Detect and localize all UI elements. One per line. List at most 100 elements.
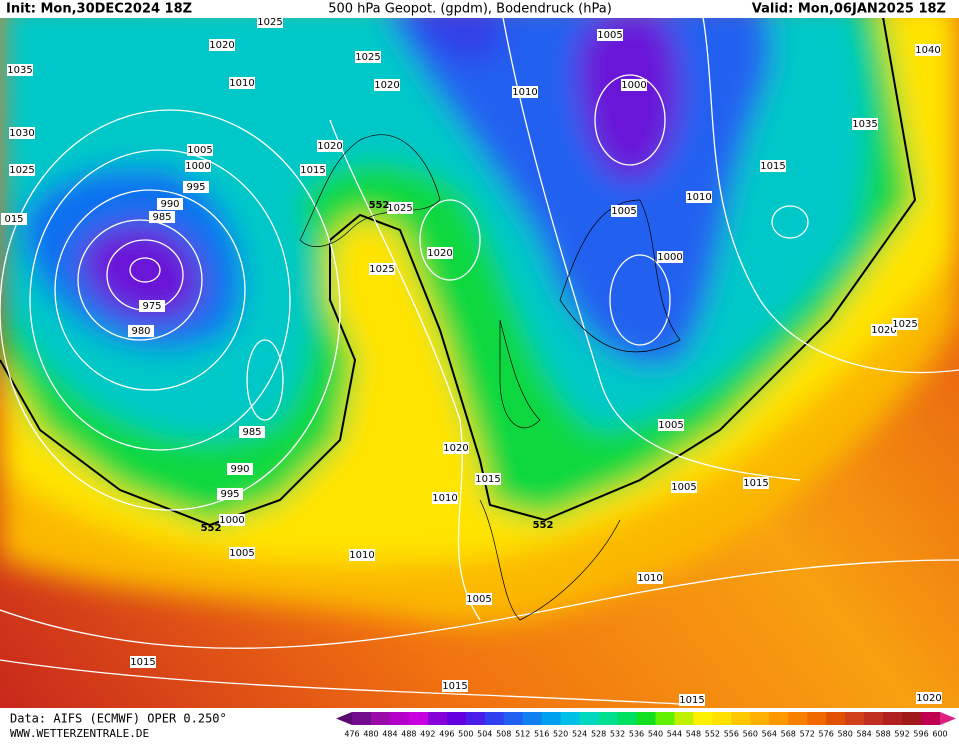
scale-label: 484 [382, 730, 397, 739]
isobar-label: 1020 [443, 443, 468, 454]
label-box [349, 549, 375, 561]
label-box [671, 481, 697, 493]
scale-cell [845, 712, 865, 725]
valid-time: Valid: Mon,06JAN2025 18Z [752, 2, 946, 17]
label-box [658, 419, 684, 431]
scale-label: 512 [515, 730, 530, 739]
isobar-label: 1020 [209, 40, 234, 51]
scale-cell [541, 712, 562, 725]
map-title: 500 hPa Geopot. (gpdm), Bodendruck (hPa) [328, 2, 612, 17]
isobar-label: 1035 [7, 65, 32, 76]
scale-cell [712, 712, 732, 725]
label-box [679, 694, 705, 706]
isobar-label: 1015 [442, 681, 467, 692]
scale-cell [446, 712, 467, 725]
scale-cell [693, 712, 713, 725]
scale-cell [921, 712, 941, 725]
scale-cell [617, 712, 638, 725]
isobar-label: 1010 [637, 573, 662, 584]
scale-cell [352, 712, 372, 725]
isobar-label: 1015 [130, 657, 155, 668]
label-box [369, 263, 395, 275]
scale-label: 564 [762, 730, 777, 739]
scale-cell [370, 712, 391, 725]
scale-cell [522, 712, 543, 725]
isobar-label: 980 [131, 326, 150, 337]
isobar-label: 1015 [679, 695, 704, 706]
scale-arrow [940, 712, 956, 725]
scale-label: 532 [610, 730, 625, 739]
scale-label: 568 [781, 730, 796, 739]
isobar-label: 1035 [852, 119, 877, 130]
scale-label: 504 [477, 730, 492, 739]
scale-cell [636, 712, 656, 725]
scale-cell [864, 712, 884, 725]
scale-cell [826, 712, 846, 725]
isobar-label: 1010 [686, 192, 711, 203]
scale-cell [560, 712, 581, 725]
label-box [743, 477, 769, 489]
label-box [760, 160, 786, 172]
scale-cell [655, 712, 675, 725]
scale-label: 536 [629, 730, 644, 739]
label-box [185, 160, 211, 172]
scale-cell [579, 712, 600, 725]
scale-label: 592 [894, 730, 909, 739]
label-box [257, 16, 283, 28]
scale-label: 544 [667, 730, 682, 739]
scale-cell [674, 712, 694, 725]
label-box [374, 79, 400, 91]
scale-cell [788, 712, 808, 725]
label-box [597, 29, 623, 41]
scale-label: 540 [648, 730, 663, 739]
isobar-label: 1000 [621, 80, 646, 91]
isobar-label: 985 [242, 427, 261, 438]
isobar-label: 1005 [466, 594, 491, 605]
label-box [139, 300, 165, 312]
isobar-label: 1010 [512, 87, 537, 98]
label-box [157, 198, 183, 210]
label-box [9, 164, 35, 176]
label-box [227, 463, 253, 475]
scale-label: 508 [496, 730, 511, 739]
isobar-label: 1020 [317, 141, 342, 152]
scale-label: 588 [875, 730, 890, 739]
isobar-label: 1005 [229, 548, 254, 559]
label-box [466, 593, 492, 605]
label-box [915, 44, 941, 56]
isobar-label: 995 [220, 489, 239, 500]
isobar-label: 1025 [892, 319, 917, 330]
data-source: Data: AIFS (ECMWF) OPER 0.250° [10, 712, 227, 726]
scale-cell [807, 712, 827, 725]
scale-label: 580 [838, 730, 853, 739]
isobar-label: 1030 [9, 128, 34, 139]
scale-cell [503, 712, 524, 725]
scale-cell [731, 712, 751, 725]
scale-label: 476 [344, 730, 359, 739]
label-box [1, 213, 27, 225]
scale-label: 500 [458, 730, 473, 739]
scale-cell [750, 712, 770, 725]
label-box [149, 211, 175, 223]
isobar-label: 1005 [611, 206, 636, 217]
isobar-label: 1020 [916, 693, 941, 704]
label-box [621, 79, 647, 91]
isobar-label: 995 [186, 182, 205, 193]
label-box [916, 692, 942, 704]
contour-label: 552 [533, 520, 554, 531]
label-box [432, 492, 458, 504]
isobar-label: 1015 [300, 165, 325, 176]
scale-label: 480 [363, 730, 378, 739]
scale-label: 528 [591, 730, 606, 739]
isobar-label: 1010 [432, 493, 457, 504]
label-box [209, 39, 235, 51]
scale-arrow [336, 712, 352, 725]
scale-cell [484, 712, 505, 725]
isobar-label: 985 [152, 212, 171, 223]
scale-label: 596 [913, 730, 928, 739]
label-box [657, 251, 683, 263]
isobar-label: 1005 [658, 420, 683, 431]
isobar-label: 1000 [185, 161, 210, 172]
